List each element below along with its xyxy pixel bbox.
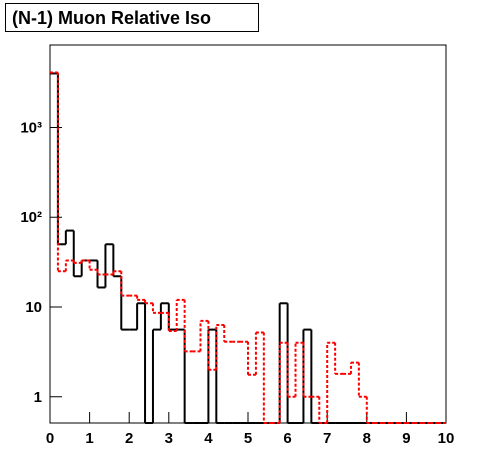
- x-tick-label: 1: [85, 430, 93, 447]
- x-tick-label: 9: [402, 430, 410, 447]
- x-tick-label: 8: [363, 430, 371, 447]
- chart-title: (N-1) Muon Relative Iso: [12, 8, 211, 28]
- x-tick-label: 6: [283, 430, 291, 447]
- x-tick-label: 4: [204, 430, 213, 447]
- x-tick-label: 7: [323, 430, 331, 447]
- x-tick-label: 5: [244, 430, 252, 447]
- y-tick-label: 10: [25, 299, 42, 316]
- x-tick-label: 0: [46, 430, 54, 447]
- title-box: [5, 3, 259, 32]
- x-tick-label: 3: [165, 430, 173, 447]
- y-tick-label: 1: [34, 389, 42, 406]
- y-tick-label: 10²: [20, 209, 42, 226]
- x-tick-label: 2: [125, 430, 133, 447]
- x-tick-label: 10: [438, 430, 455, 447]
- y-tick-label: 10³: [20, 119, 42, 136]
